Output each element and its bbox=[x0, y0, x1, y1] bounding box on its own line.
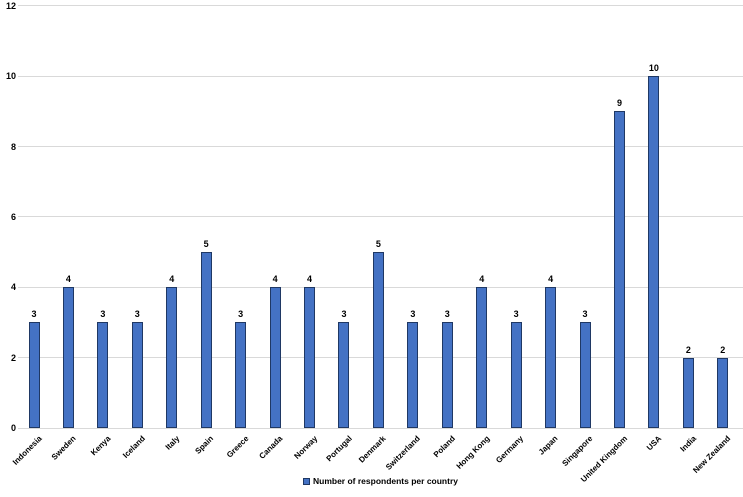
x-axis-label: Sweden bbox=[50, 434, 78, 462]
bar-sweden bbox=[62, 287, 74, 428]
bar-poland bbox=[441, 322, 453, 428]
bar-iceland bbox=[131, 322, 143, 428]
bar-value-label: 3 bbox=[410, 309, 416, 320]
gridline bbox=[18, 75, 743, 77]
x-axis-label: Canada bbox=[257, 434, 285, 461]
bar-greece bbox=[235, 322, 247, 428]
bar-portugal bbox=[338, 322, 350, 428]
y-axis-tick-label: 12 bbox=[5, 0, 16, 11]
bar-value-label: 3 bbox=[134, 309, 140, 320]
legend: Number of respondents per country bbox=[18, 476, 743, 486]
bar-germany bbox=[510, 322, 522, 428]
x-axis-label: Germany bbox=[494, 434, 526, 465]
x-axis-label: Portugal bbox=[324, 434, 354, 464]
bar-value-label: 9 bbox=[616, 98, 622, 109]
y-axis-tick-label: 0 bbox=[10, 423, 16, 433]
bar-value-label: 3 bbox=[341, 309, 347, 320]
y-axis-tick-label: 10 bbox=[5, 71, 16, 82]
x-axis-label: India bbox=[678, 434, 698, 454]
bar-value-label: 3 bbox=[100, 309, 106, 320]
x-axis-label: Greece bbox=[224, 434, 251, 460]
x-axis-label: Kenya bbox=[88, 434, 113, 458]
bar-new-zealand bbox=[717, 357, 729, 428]
bar-value-label: 2 bbox=[720, 344, 726, 355]
bar-switzerland bbox=[407, 322, 419, 428]
bar-value-label: 3 bbox=[444, 309, 450, 320]
bar-value-label: 3 bbox=[513, 309, 519, 320]
x-axis-label: Denmark bbox=[357, 434, 388, 465]
bar-value-label: 5 bbox=[203, 239, 209, 250]
bar-value-label: 4 bbox=[169, 274, 175, 285]
bar-value-label: 3 bbox=[31, 309, 37, 320]
x-axis-label: Norway bbox=[292, 434, 319, 461]
x-axis-label: Indonesia bbox=[10, 434, 44, 467]
bar-kenya bbox=[97, 322, 109, 428]
bar-japan bbox=[545, 287, 557, 428]
bar-indonesia bbox=[28, 322, 40, 428]
bar-italy bbox=[166, 287, 178, 428]
y-axis-tick-label: 4 bbox=[10, 282, 16, 293]
x-axis-label: Switzerland bbox=[384, 434, 423, 472]
bar-hong-kong bbox=[476, 287, 488, 428]
bar-value-label: 4 bbox=[65, 274, 71, 285]
x-axis-label: Poland bbox=[431, 434, 457, 460]
x-axis-label: Singapore bbox=[560, 434, 595, 469]
bar-value-label: 4 bbox=[479, 274, 485, 285]
gridline bbox=[18, 146, 743, 148]
bar-value-label: 3 bbox=[238, 309, 244, 320]
bar-denmark bbox=[372, 252, 384, 428]
bar-usa bbox=[648, 76, 660, 428]
bar-canada bbox=[269, 287, 281, 428]
bar-value-label: 4 bbox=[272, 274, 278, 285]
bar-value-label: 10 bbox=[648, 63, 659, 74]
bar-value-label: 4 bbox=[307, 274, 313, 285]
bar-spain bbox=[200, 252, 212, 428]
y-axis-tick-label: 2 bbox=[10, 352, 16, 363]
bar-norway bbox=[304, 287, 316, 428]
gridline bbox=[18, 5, 743, 7]
bar-india bbox=[682, 357, 694, 428]
bar-value-label: 3 bbox=[582, 309, 588, 320]
legend-label: Number of respondents per country bbox=[313, 476, 458, 486]
gridline bbox=[18, 216, 743, 218]
bar-united-kingdom bbox=[613, 111, 625, 428]
y-axis-tick-label: 6 bbox=[10, 211, 16, 222]
x-axis-label: Spain bbox=[193, 434, 216, 456]
x-axis-label: Japan bbox=[537, 434, 560, 457]
legend-swatch-icon bbox=[303, 477, 310, 485]
gridline bbox=[18, 427, 743, 429]
bar-value-label: 2 bbox=[685, 344, 691, 355]
x-axis-label: Iceland bbox=[120, 434, 147, 460]
bar-singapore bbox=[579, 322, 591, 428]
x-axis-label: Italy bbox=[163, 434, 182, 452]
bar-value-label: 4 bbox=[548, 274, 554, 285]
x-axis-label: USA bbox=[644, 434, 664, 453]
x-axis-label: Hong Kong bbox=[454, 434, 492, 471]
y-axis-tick-label: 8 bbox=[10, 141, 16, 152]
bar-value-label: 5 bbox=[375, 239, 381, 250]
